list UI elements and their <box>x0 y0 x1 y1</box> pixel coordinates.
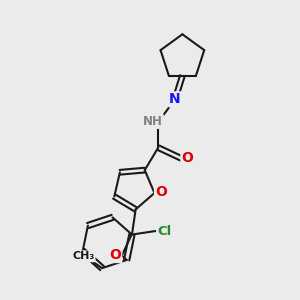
Text: O: O <box>182 151 193 165</box>
Text: O: O <box>155 185 167 200</box>
Text: N: N <box>169 92 181 106</box>
Text: CH₃: CH₃ <box>72 251 95 261</box>
Text: O: O <box>110 248 121 262</box>
Text: Cl: Cl <box>157 224 171 238</box>
Text: NH: NH <box>143 115 163 128</box>
